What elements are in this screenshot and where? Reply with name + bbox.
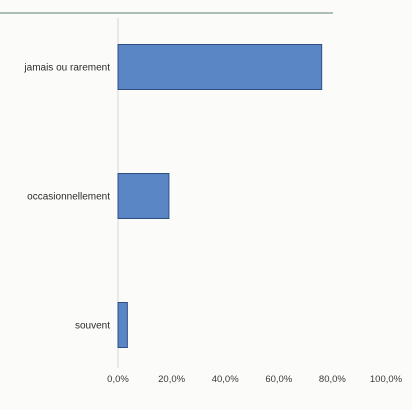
bars-layer [117, 44, 323, 348]
category-labels: jamais ou rarement occasionnellement souve… [23, 63, 110, 332]
bar-1 [117, 173, 170, 219]
x-tick-label-4: 80,0% [319, 374, 346, 385]
bar-2 [117, 302, 128, 348]
category-label-1: occasionnellement [27, 192, 110, 203]
bar-0 [117, 44, 323, 90]
x-axis-ticks: 0,0% 20,0% 40,0% 60,0% 80,0% 100,0% [107, 374, 402, 385]
category-label-0: jamais ou rarement [23, 63, 110, 74]
x-tick-label-3: 60,0% [265, 374, 292, 385]
x-tick-label-5: 100,0% [370, 374, 403, 385]
x-tick-label-2: 40,0% [212, 374, 239, 385]
category-label-2: souvent [75, 321, 110, 332]
x-tick-label-0: 0,0% [107, 374, 129, 385]
x-tick-label-1: 20,0% [158, 374, 185, 385]
